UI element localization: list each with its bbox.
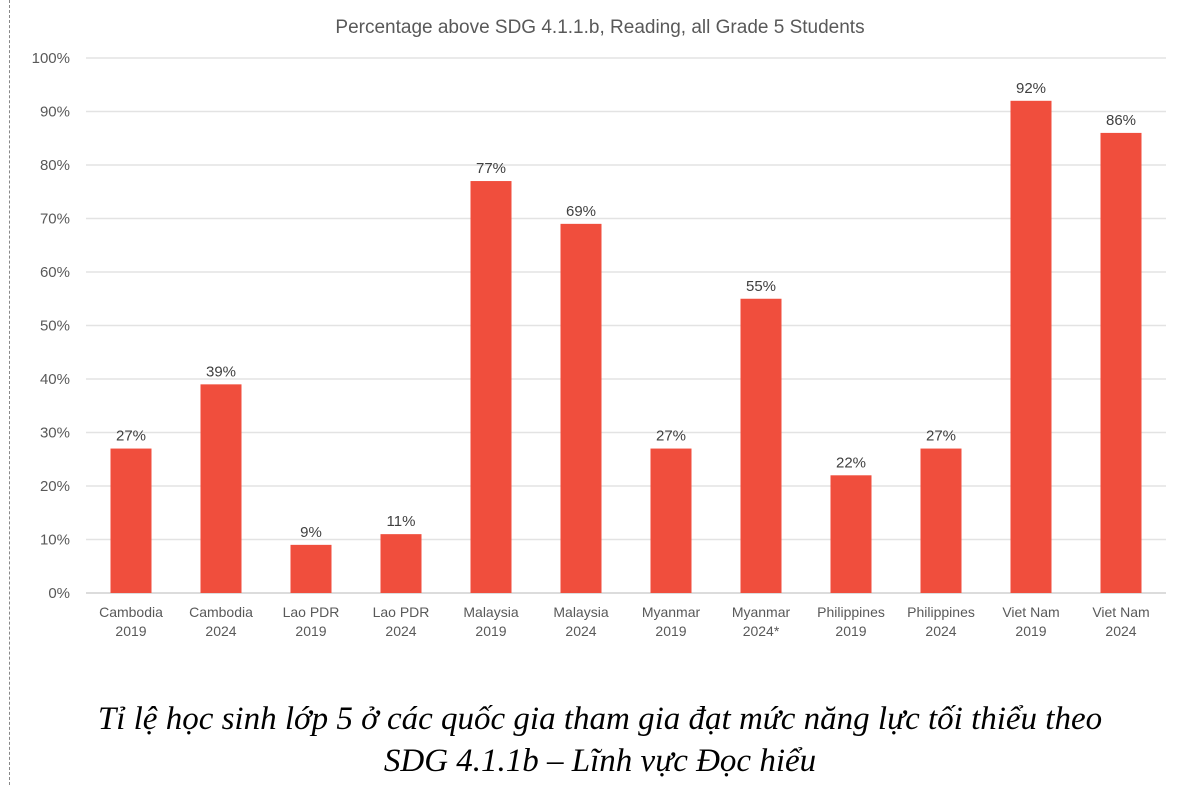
data-label: 27%: [926, 428, 956, 445]
y-tick-label: 50%: [40, 318, 70, 335]
data-label: 9%: [300, 524, 322, 541]
y-tick-label: 0%: [48, 585, 70, 602]
bar: [740, 298, 782, 593]
x-tick-label: Cambodia: [189, 604, 253, 620]
bar: [380, 534, 422, 593]
x-tick-label: 2019: [115, 623, 146, 639]
x-tick-label: Philippines: [817, 604, 885, 620]
chart-title: Percentage above SDG 4.1.1.b, Reading, a…: [335, 17, 865, 38]
x-tick-label: 2019: [835, 623, 866, 639]
x-tick-label: 2019: [655, 623, 686, 639]
y-tick-label: 30%: [40, 425, 70, 442]
bar: [110, 448, 152, 593]
y-tick-label: 80%: [40, 157, 70, 174]
x-tick-label: 2024: [925, 623, 956, 639]
data-label: 39%: [206, 363, 236, 380]
x-tick-label: 2024: [1105, 623, 1136, 639]
y-tick-label: 10%: [40, 532, 70, 549]
y-tick-label: 100%: [32, 50, 70, 67]
data-label: 11%: [387, 513, 416, 530]
y-tick-label: 70%: [40, 211, 70, 228]
bar: [830, 475, 872, 593]
data-label: 27%: [116, 428, 146, 445]
data-label: 77%: [476, 160, 506, 177]
x-tick-label: 2024*: [743, 623, 780, 639]
bar: [470, 181, 512, 594]
bar: [650, 448, 692, 593]
figure-caption: Tỉ lệ học sinh lớp 5 ở các quốc gia tham…: [0, 698, 1200, 782]
x-tick-label: 2024: [205, 623, 236, 639]
y-tick-label: 90%: [40, 104, 70, 121]
data-label: 27%: [656, 428, 686, 445]
data-label: 86%: [1106, 112, 1136, 129]
x-tick-label: Myanmar: [732, 604, 791, 620]
bar: [1010, 100, 1052, 594]
x-tick-label: Cambodia: [99, 604, 163, 620]
x-tick-label: 2024: [385, 623, 416, 639]
caption-line-2: SDG 4.1.1b – Lĩnh vực Đọc hiểu: [383, 743, 817, 779]
x-tick-label: 2019: [475, 623, 506, 639]
x-tick-label: Lao PDR: [373, 604, 430, 620]
x-tick-label: Philippines: [907, 604, 975, 620]
y-tick-label: 40%: [40, 371, 70, 388]
bar: [1100, 132, 1142, 593]
x-tick-label: 2019: [1015, 623, 1046, 639]
caption-line-1: Tỉ lệ học sinh lớp 5 ở các quốc gia tham…: [97, 701, 1103, 737]
bar-chart: 0% 10% 20% 30% 40% 50% 60% 70% 80% 90% 100% 27% Camb…: [32, 50, 1166, 639]
bar: [290, 544, 332, 593]
bar: [560, 223, 602, 593]
x-tick-label: Malaysia: [463, 604, 518, 620]
x-tick-label: 2019: [295, 623, 326, 639]
data-label: 69%: [566, 203, 596, 220]
x-tick-label: Malaysia: [553, 604, 608, 620]
dashed-border: [9, 0, 10, 785]
data-label: 22%: [836, 454, 866, 471]
bar: [920, 448, 962, 593]
data-label: 55%: [746, 278, 776, 295]
data-label: 92%: [1016, 80, 1046, 97]
y-tick-label: 60%: [40, 264, 70, 281]
x-tick-label: 2024: [565, 623, 596, 639]
x-tick-label: Viet Nam: [1002, 604, 1059, 620]
y-tick-label: 20%: [40, 478, 70, 495]
x-tick-label: Lao PDR: [283, 604, 340, 620]
x-tick-label: Myanmar: [642, 604, 701, 620]
bar: [200, 384, 242, 593]
x-tick-label: Viet Nam: [1092, 604, 1149, 620]
